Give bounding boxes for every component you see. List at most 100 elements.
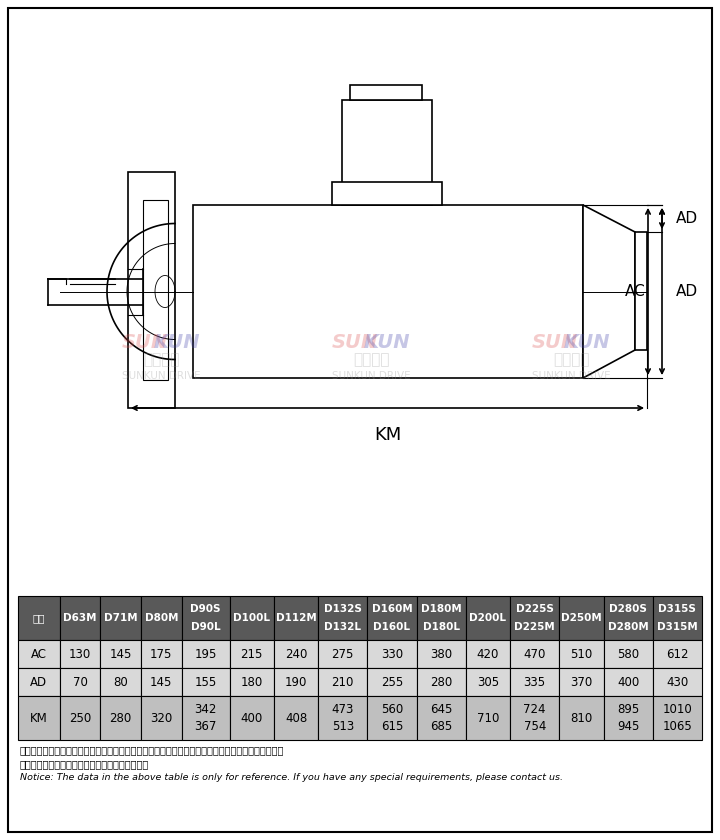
Text: D160M: D160M xyxy=(372,604,413,614)
Bar xyxy=(60,668,100,696)
Text: 710: 710 xyxy=(477,711,499,724)
Text: 280: 280 xyxy=(430,675,452,689)
Text: D280M: D280M xyxy=(608,622,649,632)
Text: 175: 175 xyxy=(150,648,173,660)
Text: D315M: D315M xyxy=(657,622,698,632)
Bar xyxy=(417,668,466,696)
Text: 155: 155 xyxy=(194,675,217,689)
Bar xyxy=(274,668,318,696)
Bar xyxy=(60,596,100,640)
Text: 420: 420 xyxy=(477,648,499,660)
Bar xyxy=(466,696,510,740)
Text: 330: 330 xyxy=(381,648,403,660)
Text: 145: 145 xyxy=(109,648,132,660)
Bar xyxy=(367,640,417,668)
Bar xyxy=(342,100,432,205)
Bar xyxy=(100,668,141,696)
Bar xyxy=(417,640,466,668)
Bar xyxy=(510,668,559,696)
Text: 275: 275 xyxy=(332,648,354,660)
Bar xyxy=(510,596,559,640)
Bar xyxy=(603,696,653,740)
Text: 上坤传动: 上坤传动 xyxy=(353,353,390,368)
Bar xyxy=(230,696,274,740)
Bar xyxy=(230,640,274,668)
Text: 645: 645 xyxy=(430,703,452,716)
Bar xyxy=(466,668,510,696)
Bar xyxy=(635,232,647,350)
Text: 280: 280 xyxy=(109,711,132,724)
Text: 895: 895 xyxy=(617,703,639,716)
Text: AD: AD xyxy=(676,284,698,299)
Text: 305: 305 xyxy=(477,675,499,689)
Bar xyxy=(318,640,367,668)
Text: D63M: D63M xyxy=(63,613,97,623)
Bar xyxy=(60,640,100,668)
Bar xyxy=(18,640,60,668)
Bar xyxy=(653,640,702,668)
Bar xyxy=(350,85,422,100)
Text: 240: 240 xyxy=(285,648,307,660)
Text: 1065: 1065 xyxy=(662,720,692,733)
Bar xyxy=(141,668,181,696)
Text: 615: 615 xyxy=(381,720,403,733)
Bar xyxy=(466,640,510,668)
Text: 513: 513 xyxy=(332,720,354,733)
Bar xyxy=(367,696,417,740)
Text: 470: 470 xyxy=(523,648,546,660)
Text: SUN: SUN xyxy=(122,333,168,351)
Text: 195: 195 xyxy=(194,648,217,660)
Text: 320: 320 xyxy=(150,711,173,724)
Bar xyxy=(318,668,367,696)
Text: 400: 400 xyxy=(240,711,263,724)
Text: 190: 190 xyxy=(285,675,307,689)
Text: 1010: 1010 xyxy=(662,703,692,716)
Bar xyxy=(603,596,653,640)
Bar xyxy=(141,596,181,640)
Text: 180: 180 xyxy=(240,675,263,689)
Bar xyxy=(181,596,230,640)
Text: D132L: D132L xyxy=(324,622,361,632)
Text: 上坤传动: 上坤传动 xyxy=(553,353,589,368)
Bar xyxy=(18,696,60,740)
Bar xyxy=(367,596,417,640)
Text: D90L: D90L xyxy=(191,622,220,632)
Bar xyxy=(417,596,466,640)
Bar xyxy=(141,640,181,668)
Bar xyxy=(193,205,583,378)
Text: 型号: 型号 xyxy=(32,613,45,623)
Bar xyxy=(318,696,367,740)
Bar xyxy=(653,696,702,740)
Bar xyxy=(653,596,702,640)
Text: 408: 408 xyxy=(285,711,307,724)
Text: D200L: D200L xyxy=(469,613,506,623)
Bar xyxy=(318,596,367,640)
Text: AD: AD xyxy=(676,211,698,226)
Text: 685: 685 xyxy=(430,720,452,733)
Text: SUN: SUN xyxy=(332,333,378,351)
Text: 250: 250 xyxy=(69,711,91,724)
Text: 210: 210 xyxy=(332,675,354,689)
Bar xyxy=(559,640,603,668)
Text: 400: 400 xyxy=(617,675,639,689)
Text: SUN: SUN xyxy=(532,333,578,351)
Text: 945: 945 xyxy=(617,720,639,733)
Text: 580: 580 xyxy=(617,648,639,660)
Text: 注：上表中的电机尺寸为部分铁芯长度电机的参考尺寸，具体尺寸根据铁芯长度与联接法兰尺寸确定，: 注：上表中的电机尺寸为部分铁芯长度电机的参考尺寸，具体尺寸根据铁芯长度与联接法兰… xyxy=(20,745,284,755)
Text: 754: 754 xyxy=(523,720,546,733)
Bar xyxy=(100,640,141,668)
Text: AD: AD xyxy=(30,675,48,689)
Bar xyxy=(100,596,141,640)
Bar xyxy=(559,696,603,740)
Text: 810: 810 xyxy=(570,711,593,724)
Text: KUN: KUN xyxy=(153,333,200,351)
Text: 130: 130 xyxy=(69,648,91,660)
Bar xyxy=(181,696,230,740)
Bar xyxy=(510,696,559,740)
Text: 473: 473 xyxy=(332,703,354,716)
Text: KM: KM xyxy=(30,711,48,724)
Bar xyxy=(60,696,100,740)
Bar xyxy=(332,182,442,205)
Bar xyxy=(603,668,653,696)
Text: 145: 145 xyxy=(150,675,173,689)
